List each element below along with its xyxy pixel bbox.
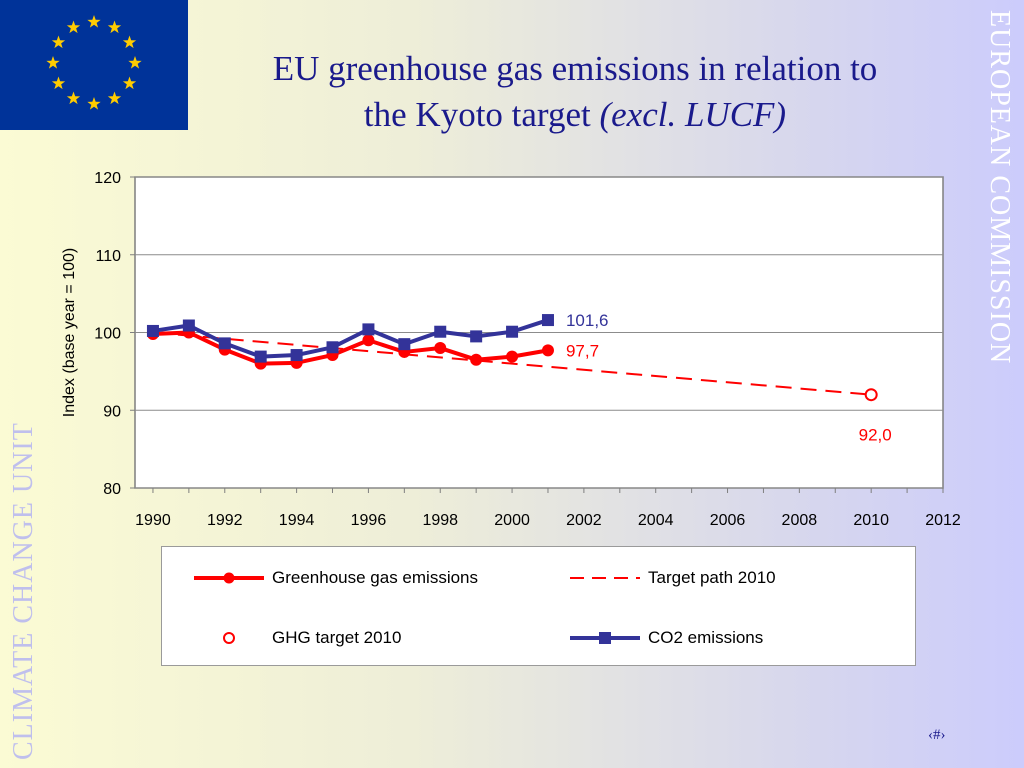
x-tick-label: 2006: [710, 512, 746, 529]
gridlines: [135, 176, 943, 489]
co2-point: [398, 338, 411, 351]
y-axis-ticks: 80 90 100 110 120: [94, 170, 135, 498]
legend-item-target-path: Target path 2010: [568, 566, 776, 590]
legend-ghg-target-symbol: [223, 632, 235, 644]
legend-label-target-path: Target path 2010: [648, 568, 776, 587]
x-tick-label: 1998: [422, 512, 458, 529]
ghg-point: [362, 334, 375, 347]
legend-item-ghg: Greenhouse gas emissions: [192, 566, 478, 590]
flag-star-icon: [122, 35, 137, 49]
co2-point: [326, 341, 339, 354]
x-tick-label: 1990: [135, 512, 171, 529]
flag-star-icon: [122, 76, 137, 90]
title-line-2: the Kyoto target (excl. LUCF): [200, 92, 950, 138]
x-tick-label: 1994: [279, 512, 315, 529]
y-tick-label: 80: [103, 481, 121, 498]
flag-star-icon: [107, 20, 122, 34]
x-tick-label: 1992: [207, 512, 243, 529]
y-tick-label: 120: [94, 170, 121, 187]
flag-star-icon: [46, 56, 60, 69]
target-path-line: [152, 331, 872, 396]
series-layer: [146, 314, 878, 402]
y-tick-label: 90: [103, 403, 121, 420]
x-tick-label: 2012: [925, 512, 961, 529]
flag-star-icon: [107, 91, 122, 105]
title-line-2-italic: (excl. LUCF): [599, 95, 787, 134]
co2-point: [290, 349, 303, 362]
y-axis-label: Index (base year = 100): [61, 248, 78, 417]
co2-point: [146, 324, 159, 337]
chart-legend: Greenhouse gas emissions Target path 201…: [161, 546, 916, 666]
title-line-2-main: the Kyoto target: [363, 95, 600, 134]
x-tick-label: 2008: [782, 512, 818, 529]
flag-stars: [46, 15, 142, 110]
legend-ghg-symbol: [194, 572, 264, 584]
page-number: ‹#›: [928, 727, 946, 743]
flag-star-icon: [87, 97, 101, 110]
legend-item-co2: CO2 emissions: [568, 626, 763, 650]
legend-label-co2: CO2 emissions: [648, 628, 764, 647]
legend-target-path-symbol: [570, 577, 640, 579]
emissions-chart: 80 90 100 110 120 1990 1992 1994 1996 1998 2000 20…: [61, 170, 961, 529]
x-tick-label: 2004: [638, 512, 674, 529]
ghg-point: [506, 350, 519, 363]
ghg-end-label: 97,7: [566, 341, 599, 360]
ghg-point: [434, 342, 447, 355]
data-labels: 101,6 97,7 92,0: [566, 311, 892, 445]
flag-star-icon: [51, 76, 66, 90]
flag-star-icon: [87, 15, 101, 28]
flag-star-icon: [51, 35, 66, 49]
slide-title: EU greenhouse gas emissions in relation …: [200, 46, 950, 138]
co2-point: [362, 323, 375, 336]
legend-label-ghg: Greenhouse gas emissions: [272, 568, 479, 587]
flag-star-icon: [128, 56, 142, 69]
legend-label-ghg-target: GHG target 2010: [272, 628, 402, 647]
x-axis-ticks: 1990 1992 1994 1996 1998 2000 2002 2004 2006 2008…: [135, 488, 961, 529]
x-tick-label: 2000: [494, 512, 530, 529]
co2-point: [254, 350, 267, 363]
flag-star-icon: [66, 91, 81, 105]
title-line-1: EU greenhouse gas emissions in relation …: [272, 49, 878, 88]
co2-point: [541, 314, 554, 327]
y-tick-label: 110: [95, 248, 121, 265]
co2-point: [506, 325, 519, 338]
ghg-point: [541, 344, 554, 357]
ghg-point: [470, 353, 483, 366]
x-tick-label: 1996: [351, 512, 387, 529]
co2-point: [218, 337, 231, 350]
european-commission-label: EUROPEAN COMMISSION: [984, 10, 1015, 365]
legend-item-ghg-target: GHG target 2010: [192, 626, 401, 650]
ghg-target-label: 92,0: [859, 426, 892, 445]
co2-point: [182, 319, 195, 332]
ghg-target-point: [864, 388, 878, 402]
x-tick-label: 2010: [853, 512, 889, 529]
x-tick-label: 2002: [566, 512, 602, 529]
co2-end-label: 101,6: [566, 311, 609, 330]
co2-point: [434, 325, 447, 338]
legend-co2-symbol: [570, 632, 640, 644]
y-tick-label: 100: [94, 326, 121, 343]
co2-point: [470, 330, 483, 343]
flag-star-icon: [66, 20, 81, 34]
eu-flag-icon: [0, 0, 188, 130]
